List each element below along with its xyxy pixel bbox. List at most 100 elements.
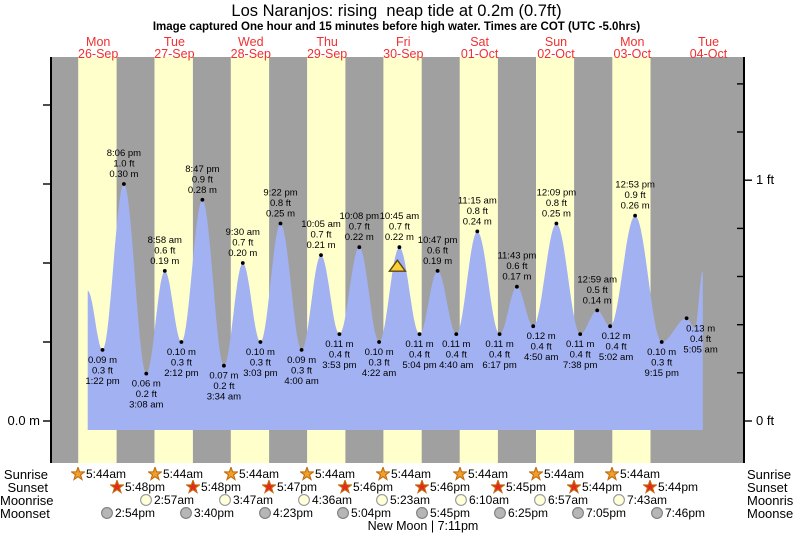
low-tide-label: 0.09 m 0.3 ft 4:00 am [284,355,318,387]
sunrise-item: 5:44am [224,467,279,481]
subtitle: Image captured One hour and 15 minutes b… [152,21,641,33]
sunset-icon [491,480,505,494]
sunrise-icon [376,467,390,481]
moonrise-item: 2:57am [139,493,194,507]
moonrise-item: 7:43am [612,493,667,507]
day-label: Thu [316,35,338,49]
tide-extreme-dot [531,324,536,329]
moonrise-row-label-right: Moonrise [747,493,793,508]
date-label: 28-Sep [231,47,271,61]
tide-extreme-dot [162,269,167,273]
sunset-icon [415,480,429,494]
sunrise-icon [224,467,238,481]
moonset-icon [651,507,663,519]
moonset-item: 5:04pm [336,506,391,520]
sunrise-icon [529,467,543,481]
high-tide-label: 8:58 am 0.6 ft 0.19 m [148,235,182,267]
moonset-item: 2:54pm [100,506,155,520]
low-tide-label: 0.10 m 0.3 ft 9:15 pm [645,347,679,379]
sunset-row-label-left: Sunset [7,480,48,495]
date-label: 02-Oct [537,47,575,61]
moonrise-item: 5:23am [375,493,430,507]
moonrise-time: 6:57am [548,493,589,507]
tide-extreme-dot [357,245,362,250]
high-tide-label: 11:43 pm 0.6 ft 0.17 m [497,251,536,283]
moonset-time: 6:25pm [508,506,549,520]
sunset-time: 5:45pm [506,480,547,494]
sunset-icon [338,480,352,494]
sunset-icon [110,480,124,494]
tide-extreme-dot [595,308,600,313]
tide-extreme-dot [278,221,283,226]
date-label: 29-Sep [307,47,347,61]
sunset-time: 5:46pm [353,480,394,494]
moonset-time: 7:05pm [586,506,627,520]
moonrise-item: 6:10am [454,493,509,507]
day-label: Tue [698,35,719,49]
sunrise-item: 5:44am [453,467,508,481]
moonrise-time: 2:57am [154,493,195,507]
sunset-item: 5:48pm [186,480,241,494]
sunset-item: 5:44pm [643,480,698,494]
moonset-item: 3:40pm [179,506,234,520]
moonset-item: 6:25pm [493,506,548,520]
day-label: Fri [396,35,411,49]
date-label: 01-Oct [461,47,499,61]
tide-extreme-dot [319,253,323,257]
tide-extreme-dot [122,182,126,186]
low-tide-label: 0.10 m 0.3 ft 2:12 pm [164,347,198,379]
low-tide-label: 0.09 m 0.3 ft 1:22 pm [85,355,119,387]
day-label: Sun [545,35,567,49]
sunrise-icon [453,467,467,481]
moonrise-item: 6:57am [533,493,588,507]
tide-extreme-dot [377,340,381,344]
high-tide-label: 11:15 am 0.8 ft 0.24 m [458,195,497,227]
moonrise-icon [219,494,231,506]
sunset-time: 5:44pm [582,480,623,494]
moonset-time: 5:45pm [430,506,471,520]
moonrise-row-label-left: Moonrise [0,493,54,508]
low-tide-label: 0.11 m 0.4 ft 3:53 pm [322,339,356,371]
low-tide-label: 0.12 m 0.4 ft 4:50 am [524,331,558,363]
low-tide-label: 0.12 m 0.4 ft 5:02 am [599,331,633,363]
tide-extreme-dot [258,340,263,344]
tide-extreme-dot [515,284,519,289]
sunrise-icon [605,467,619,481]
moonset-icon [259,507,271,519]
moonrise-item: 3:47am [218,493,273,507]
low-tide-label: 0.11 m 0.4 ft 4:40 am [439,339,473,371]
feet-axis-label-1ft: 1 ft [756,172,774,187]
day-label: Sat [470,35,489,49]
sunrise-time: 5:44am [544,467,585,481]
tide-curve [87,184,703,430]
sunset-icon [262,480,276,494]
low-tide-label: 0.06 m 0.2 ft 3:08 am [129,379,163,411]
high-tide-label: 10:47 pm 0.6 ft 0.19 m [418,235,458,267]
high-tide-label: 9:30 am 0.7 ft 0.20 m [226,227,260,259]
moonset-row-label-right: Moonset [747,506,793,521]
tide-extreme-dot [200,197,205,202]
low-tide-label: 0.10 m 0.3 ft 3:03 pm [243,347,277,379]
moon-phase-label: New Moon | 7:11pm [367,519,479,533]
moonset-item: 4:23pm [258,506,313,520]
moonset-time: 5:04pm [351,506,392,520]
moonrise-time: 6:10am [469,493,510,507]
moonrise-icon [140,494,152,506]
moonset-item: 7:46pm [650,506,705,520]
tide-extreme-dot [417,332,422,336]
moonset-time: 7:46pm [665,506,706,520]
high-tide-label: 12:59 am 0.5 ft 0.14 m [577,274,617,306]
sunset-icon [643,480,657,494]
tide-extreme-dot [435,269,440,273]
sunset-item: 5:45pm [491,480,546,494]
sunrise-row-label-left: Sunrise [3,467,48,482]
moonset-icon [337,507,349,519]
high-tide-label: 10:08 pm 0.7 ft 0.22 m [339,211,379,243]
moonset-icon [416,507,428,519]
meters-axis-label: 0.0 m [7,413,40,428]
sunrise-item: 5:44am [300,467,355,481]
low-tide-label: 0.07 m 0.2 ft 3:34 am [207,371,241,403]
moonset-icon [494,507,506,519]
